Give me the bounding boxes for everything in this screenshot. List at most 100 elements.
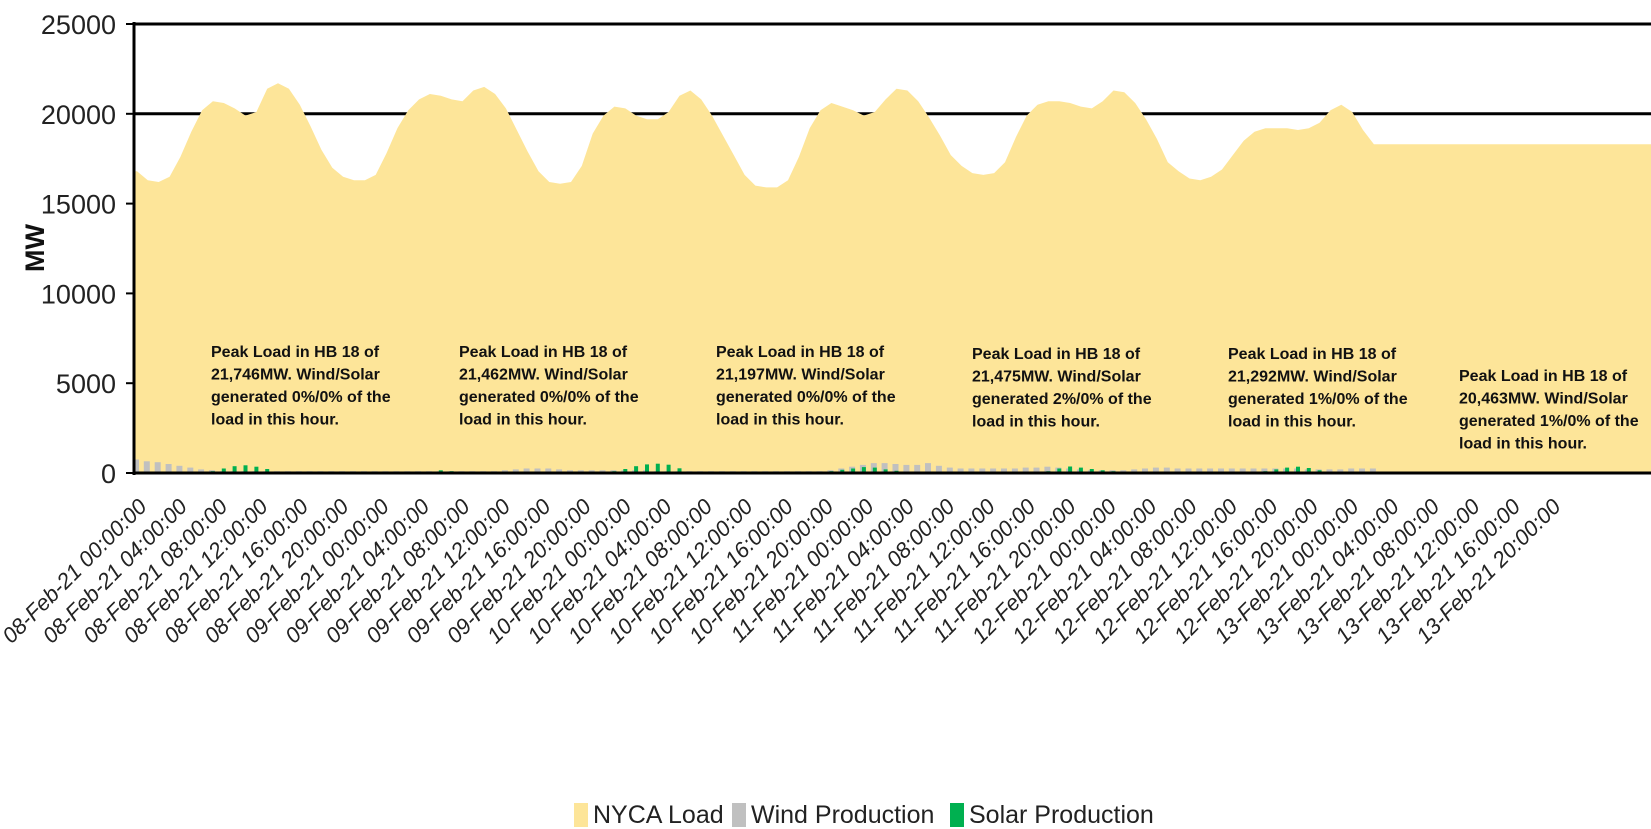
- y-tick-label: 5000: [56, 369, 116, 399]
- wind-bar: [1337, 469, 1344, 473]
- wind-bar: [1131, 469, 1138, 473]
- annotation-line: generated 0%/0% of the: [211, 389, 391, 406]
- annotation-peak-6: Peak Load in HB 18 of 20,463MW. Wind/Sola…: [1459, 368, 1639, 453]
- y-tick-label: 20000: [41, 100, 116, 130]
- wind-bar: [1185, 468, 1192, 473]
- annotation-line: 20,463MW. Wind/Solar: [1459, 391, 1628, 408]
- annotation-line: load in this hour.: [1228, 414, 1356, 431]
- annotations: Peak Load in HB 18 of 21,746MW. Wind/Sola…: [211, 344, 1639, 453]
- legend-label: NYCA Load: [593, 801, 724, 829]
- wind-bar: [1250, 468, 1257, 473]
- annotation-line: generated 0%/0% of the: [716, 389, 896, 406]
- wind-bar: [957, 468, 964, 473]
- annotation-line: generated 1%/0% of the: [1228, 391, 1408, 408]
- annotation-line: 21,475MW. Wind/Solar: [972, 369, 1141, 386]
- legend-swatch: [950, 803, 964, 827]
- wind-bar: [1261, 468, 1268, 473]
- legend-item-2: Wind Production: [732, 801, 934, 829]
- annotation-line: generated 2%/0% of the: [972, 391, 1152, 408]
- y-tick-label: 25000: [41, 10, 116, 40]
- wind-bar: [154, 462, 161, 473]
- annotation-line: Peak Load in HB 18 of: [1228, 346, 1397, 363]
- annotation-line: Peak Load in HB 18 of: [972, 346, 1141, 363]
- wind-bar: [1348, 468, 1355, 473]
- wind-bar: [176, 465, 183, 473]
- wind-bar: [1174, 468, 1181, 473]
- annotation-line: 21,462MW. Wind/Solar: [459, 367, 628, 384]
- wind-bar: [892, 464, 899, 473]
- annotation-line: generated 1%/0% of the: [1459, 413, 1639, 430]
- annotation-line: generated 0%/0% of the: [459, 389, 639, 406]
- annotation-peak-4: Peak Load in HB 18 of 21,475MW. Wind/Sola…: [972, 346, 1152, 431]
- y-tick-label: 10000: [41, 279, 116, 309]
- legend-label: Wind Production: [751, 801, 934, 829]
- solar-bar: [655, 463, 660, 473]
- annotation-peak-1: Peak Load in HB 18 of 21,746MW. Wind/Sola…: [211, 344, 391, 429]
- annotation-line: Peak Load in HB 18 of: [211, 344, 380, 361]
- annotation-line: 21,292MW. Wind/Solar: [1228, 369, 1397, 386]
- solar-bar: [1068, 466, 1073, 473]
- solar-bar: [645, 464, 649, 473]
- annotation-peak-2: Peak Load in HB 18 of 21,462MW. Wind/Sola…: [459, 344, 639, 429]
- solar-bar: [243, 465, 248, 473]
- wind-bar: [1001, 468, 1007, 473]
- wind-bar: [914, 464, 921, 473]
- area-series: [134, 83, 1651, 474]
- solar-bar: [1306, 468, 1311, 473]
- wind-bar: [165, 464, 172, 473]
- solar-bar: [861, 467, 866, 473]
- wind-bar: [545, 468, 552, 473]
- y-tick-labels: 0 5000 10000 15000 20000 25000: [41, 10, 134, 489]
- wind-bar: [990, 468, 997, 473]
- wind-bar: [187, 467, 194, 473]
- legend-swatch: [574, 803, 588, 827]
- wind-bar: [133, 459, 139, 473]
- solar-bar: [840, 469, 845, 473]
- legend-swatch: [732, 803, 746, 827]
- wind-bar: [143, 461, 150, 473]
- solar-bar: [221, 468, 226, 473]
- annotation-line: load in this hour.: [459, 412, 587, 429]
- wind-bar: [523, 468, 530, 473]
- annotation-line: Peak Load in HB 18 of: [1459, 368, 1628, 385]
- solar-bar: [623, 469, 628, 473]
- solar-bar: [1057, 468, 1062, 473]
- legend-label: Solar Production: [969, 801, 1154, 829]
- wind-bar: [1369, 468, 1376, 473]
- wind-bar: [1196, 468, 1203, 473]
- wind-bar: [946, 467, 953, 473]
- wind-bar: [1152, 467, 1159, 473]
- wind-bar: [903, 464, 910, 473]
- annotation-peak-3: Peak Load in HB 18 of 21,197MW. Wind/Sola…: [716, 344, 896, 429]
- solar-bar: [1089, 469, 1094, 473]
- series-area-nyca-load: [134, 83, 1651, 474]
- wind-bar: [512, 469, 519, 473]
- wind-bar: [534, 468, 541, 473]
- solar-bar: [1274, 469, 1279, 473]
- wind-bar: [1033, 467, 1040, 473]
- solar-bar: [1285, 467, 1290, 473]
- wind-bar: [1207, 468, 1214, 473]
- wind-bar: [1142, 468, 1148, 473]
- solar-bar: [851, 468, 856, 473]
- wind-bar: [925, 463, 931, 473]
- solar-bar: [872, 467, 877, 473]
- annotation-line: load in this hour.: [1459, 436, 1587, 453]
- solar-bar: [232, 466, 237, 473]
- wind-bar: [968, 468, 975, 473]
- annotation-line: Peak Load in HB 18 of: [716, 344, 885, 361]
- wind-bar: [556, 469, 563, 473]
- wind-bar: [1239, 468, 1246, 473]
- wind-bar: [1218, 468, 1224, 473]
- solar-bar: [883, 469, 888, 473]
- annotation-peak-5: Peak Load in HB 18 of 21,292MW. Wind/Sola…: [1228, 346, 1408, 431]
- solar-bar: [265, 469, 270, 473]
- annotation-line: load in this hour.: [211, 412, 339, 429]
- solar-bar: [677, 468, 682, 473]
- y-tick-label: 0: [101, 459, 116, 489]
- wind-bar: [1011, 468, 1018, 473]
- solar-bar: [666, 464, 671, 473]
- wind-bar: [979, 468, 986, 473]
- solar-bar: [254, 466, 259, 473]
